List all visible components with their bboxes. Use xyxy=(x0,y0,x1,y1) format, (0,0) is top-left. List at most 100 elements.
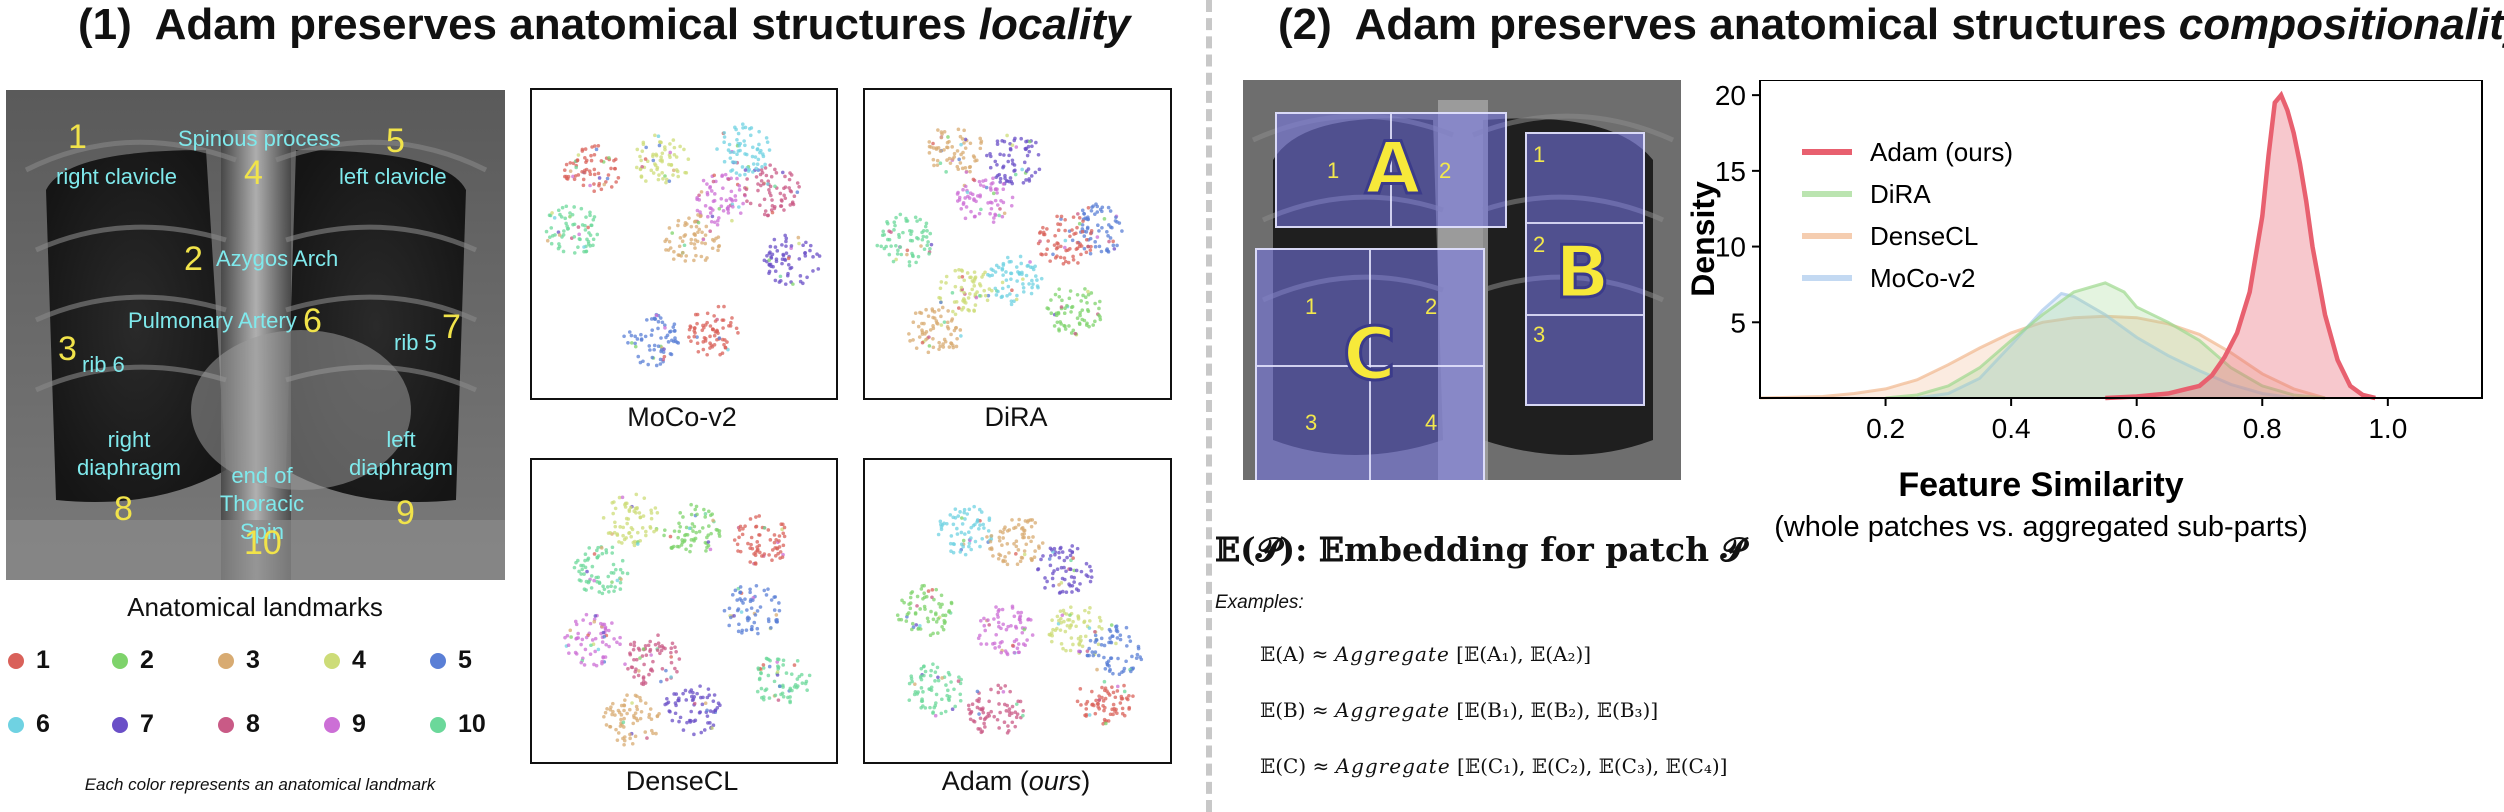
tsne-point xyxy=(977,211,982,216)
tsne-point xyxy=(599,159,604,163)
tsne-point xyxy=(576,225,581,229)
tsne-point xyxy=(721,326,725,330)
tsne-point xyxy=(594,663,599,668)
tsne-point xyxy=(945,325,950,329)
tsne-point xyxy=(1102,679,1107,684)
tsne-point xyxy=(740,532,745,537)
tsne-point xyxy=(1003,525,1007,529)
tsne-point xyxy=(885,237,890,242)
tsne-point xyxy=(712,220,717,225)
tsne-point xyxy=(938,344,942,349)
tsne-point xyxy=(924,307,928,312)
tsne-point xyxy=(561,233,566,237)
tsne-point xyxy=(935,158,940,163)
tsne-point xyxy=(609,705,613,709)
tsne-point xyxy=(1001,200,1006,205)
tsne-point xyxy=(574,560,578,565)
tsne-point xyxy=(615,578,620,583)
tsne-point xyxy=(1010,518,1014,522)
tsne-point xyxy=(983,293,988,298)
tsne-point xyxy=(648,348,652,352)
tsne-point xyxy=(649,728,654,733)
tsne-point xyxy=(1010,288,1014,293)
tsne-point xyxy=(708,324,713,328)
tsne-point xyxy=(1106,719,1111,723)
tsne-point xyxy=(675,669,679,674)
tsne-point xyxy=(630,527,635,532)
legend-label-6: 6 xyxy=(36,710,50,738)
tsne-point xyxy=(1062,565,1066,570)
tsne-point xyxy=(670,338,674,343)
landmark-10-number: 10 xyxy=(244,524,282,562)
tsne-point xyxy=(929,242,934,247)
tsne-point xyxy=(1021,290,1026,294)
tsne-point xyxy=(967,507,972,512)
tsne-point xyxy=(754,525,758,529)
tsne-point xyxy=(959,285,964,290)
tsne-point xyxy=(681,515,685,519)
tsne-point xyxy=(638,656,642,660)
tsne-point xyxy=(670,641,675,646)
tsne-point xyxy=(905,252,909,257)
tsne-point xyxy=(1052,546,1057,551)
tsne-point xyxy=(998,176,1003,181)
tsne-point xyxy=(1001,622,1006,627)
tsne-point xyxy=(947,694,952,699)
tsne-point xyxy=(693,312,698,317)
y-axis-label: Density xyxy=(1690,181,1721,297)
tsne-point xyxy=(613,520,617,525)
tsne-point xyxy=(1051,583,1056,588)
tsne-point xyxy=(998,207,1002,211)
tsne-point xyxy=(750,624,754,629)
tsne-point xyxy=(698,710,703,714)
tsne-point xyxy=(584,215,588,219)
tsne-point xyxy=(700,526,705,530)
tsne-point xyxy=(708,211,713,215)
tsne-point xyxy=(749,627,754,632)
tsne-point xyxy=(993,187,998,192)
tsne-point xyxy=(930,309,935,313)
tsne-point xyxy=(651,731,655,736)
tsne-point xyxy=(709,531,713,536)
tsne-point xyxy=(1111,239,1115,244)
tsne-point xyxy=(688,690,692,694)
tsne-point xyxy=(789,189,794,194)
tsne-point xyxy=(960,137,965,141)
tsne-point xyxy=(710,726,714,730)
tsne-point xyxy=(780,257,785,262)
tsne-point xyxy=(588,172,593,177)
tsne-point xyxy=(638,716,643,721)
tsne-point xyxy=(693,507,698,512)
tsne-point xyxy=(748,587,752,592)
tsne-point xyxy=(705,708,709,713)
tsne-point xyxy=(789,265,794,270)
tsne-point xyxy=(984,185,989,190)
tsne-point xyxy=(1036,241,1041,246)
tsne-point xyxy=(705,311,710,316)
tsne-point xyxy=(957,275,961,280)
tsne-point xyxy=(780,243,784,247)
tsne-point xyxy=(969,547,974,552)
tsne-point xyxy=(1106,234,1110,238)
tsne-cluster xyxy=(742,163,801,218)
tsne-point xyxy=(1007,710,1012,714)
tsne-point xyxy=(914,346,919,350)
tsne-point xyxy=(937,347,941,352)
tsne-point xyxy=(983,725,987,729)
tsne-point xyxy=(1037,231,1042,235)
tsne-point xyxy=(732,614,736,618)
tsne-point xyxy=(644,533,648,538)
tsne-point xyxy=(688,324,693,329)
legend-label-5: 5 xyxy=(458,646,472,674)
tsne-point xyxy=(1070,590,1074,594)
tsne-point xyxy=(692,732,696,737)
tsne-point xyxy=(1138,655,1142,659)
tsne-point xyxy=(1098,317,1103,322)
tsne-point xyxy=(944,274,949,279)
tsne-point xyxy=(1083,608,1087,613)
tsne-point xyxy=(792,663,797,667)
tsne-point xyxy=(695,335,699,339)
tsne-point xyxy=(1018,699,1023,704)
tsne-point xyxy=(1130,654,1134,659)
tsne-point xyxy=(600,551,605,556)
